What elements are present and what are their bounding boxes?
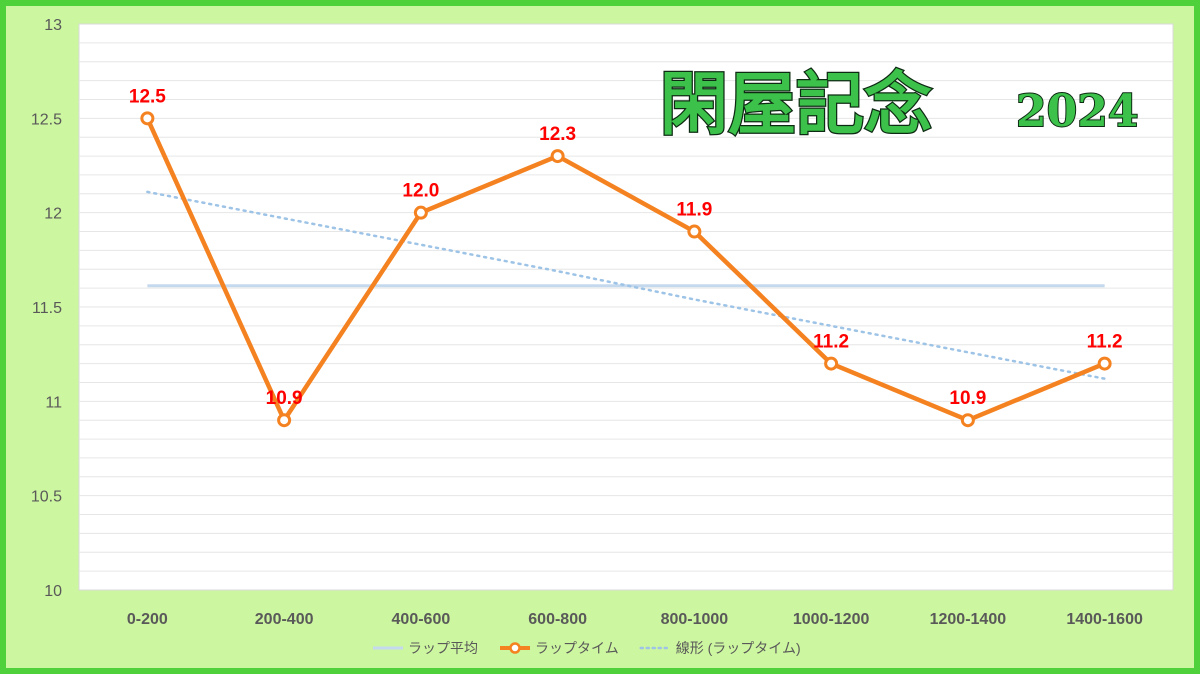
series-line-lap-time [145,117,1106,423]
x-tick-label: 1400-1600 [1066,611,1143,628]
x-tick-label: 0-200 [127,611,168,628]
x-tick-label: 1000-1200 [793,611,870,628]
y-tick-label: 12.5 [31,111,62,128]
legend-item: ラップタイム [500,640,619,656]
data-label: 12.3 [539,124,576,145]
grid-lines [79,42,1173,572]
data-label: 10.9 [266,388,303,409]
data-label: 10.9 [949,388,986,409]
y-tick-label: 10.5 [31,489,62,506]
lap-time-marker [140,111,155,126]
data-label: 12.5 [129,86,166,107]
series-line-linear-trend [146,190,1106,380]
lap-time-marker [1097,356,1112,371]
lap-time-marker [550,149,565,164]
data-label: 12.0 [402,181,439,202]
y-tick-label: 12 [44,206,62,223]
chart-title-year: 2024 [1016,86,1138,137]
x-tick-label: 800-1000 [661,611,729,628]
legend-marker [509,642,521,654]
legend: ラップ平均 ラップタイム 線形 (ラップタイム) [373,640,801,656]
legend-label: 線形 (ラップタイム) [676,640,801,656]
chart-title-text: 閑屋記念 [660,65,932,145]
data-label: 11.2 [813,332,849,353]
lap-time-marker [413,205,428,220]
lap-time-marker [960,413,975,428]
series [140,111,1112,428]
legend-label: ラップ平均 [408,640,478,656]
y-tick-label: 10 [44,583,62,600]
lap-time-marker [824,356,839,371]
legend-label: ラップタイム [535,640,619,656]
legend-item: 線形 (ラップタイム) [639,640,801,656]
data-label: 11.2 [1087,332,1123,353]
x-tick-label: 400-600 [392,611,451,628]
x-tick-label: 200-400 [255,611,314,628]
data-label: 11.9 [676,200,712,221]
lap-time-marker [277,413,292,428]
x-tick-label: 1200-1400 [930,611,1007,628]
x-axis-ticks: 0-200 200-400 400-600 600-800 800-1000 1000-1… [127,611,1143,628]
x-tick-label: 600-800 [528,611,587,628]
chart-title: 閑屋記念 2024 [659,64,1140,147]
lap-time-marker [687,224,702,239]
y-tick-label: 11 [45,394,62,411]
y-axis-ticks: 10 10.5 11 11.5 12 12.5 13 [31,17,62,600]
legend-item: ラップ平均 [373,640,478,656]
y-tick-label: 11.5 [32,300,62,317]
data-labels: 12.5 10.9 12.0 12.3 11.9 11.2 10.9 11.2 [129,86,1123,409]
y-tick-label: 13 [44,17,62,34]
